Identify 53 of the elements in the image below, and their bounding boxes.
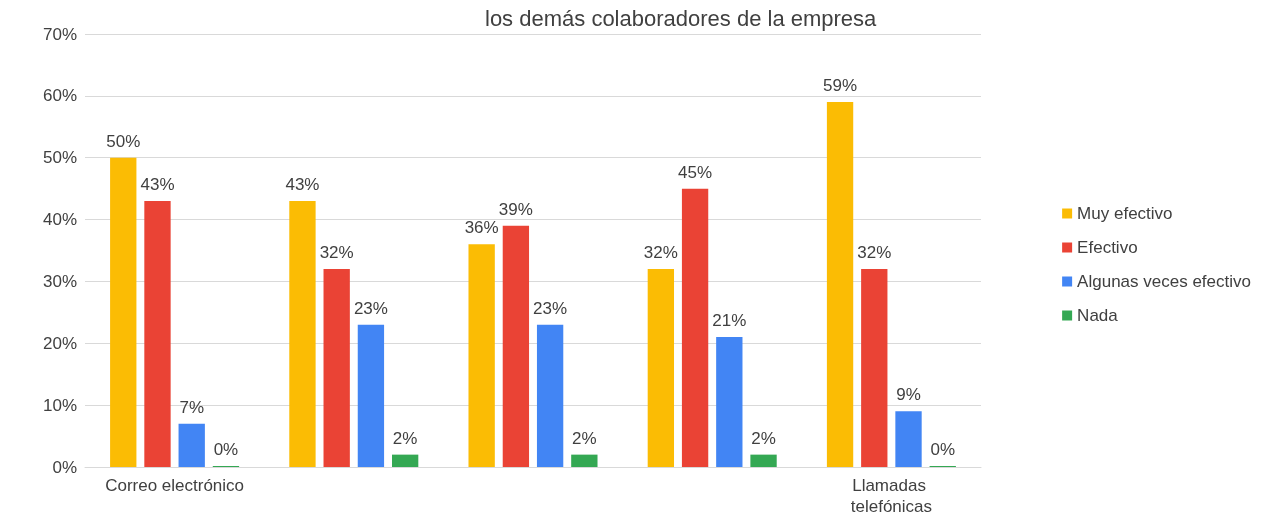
legend-label: Algunas veces efectivo [1077,272,1252,291]
chart-title: los demás colaboradores de la empresa [485,5,878,31]
data-label: 23% [533,298,568,318]
bar [826,102,854,467]
bar [571,454,598,467]
bar [861,269,888,467]
data-label: 43% [140,175,175,195]
data-label: 2% [572,428,597,448]
bar [681,188,709,467]
x-tick-label: Correo electrónico [105,476,245,495]
data-label: 23% [353,298,388,318]
bar [110,157,137,467]
data-label: 59% [823,76,858,96]
data-label: 0% [213,440,239,459]
bar [357,324,385,467]
data-label: 36% [464,218,499,238]
legend-label: Nada [1077,306,1119,325]
y-tick-label: 0% [52,457,77,477]
data-label: 45% [678,162,713,182]
data-label: 2% [392,428,418,448]
y-tick-label: 20% [42,333,77,353]
bar [536,324,564,467]
data-label: 7% [179,397,204,417]
bar [391,454,419,467]
data-label: 43% [285,175,320,195]
bar [178,423,205,467]
bar [895,411,922,467]
data-label: 32% [857,243,892,263]
data-label: 9% [896,385,921,405]
data-label: 39% [498,199,533,219]
y-tick-label: 10% [42,395,77,415]
bar [323,269,350,467]
data-label: 50% [106,131,141,151]
data-label: 32% [643,243,678,263]
bar [144,201,171,467]
legend-label: Efectivo [1077,238,1138,257]
x-tick-label: Llamadas telefónicas [850,476,933,516]
bar [716,337,743,467]
y-tick-label: 70% [42,24,77,44]
y-tick-label: 60% [42,86,77,106]
y-tick-label: 50% [42,148,77,168]
bar [647,269,675,467]
data-label: 2% [751,428,776,448]
legend-label: Muy efectivo [1077,204,1173,223]
bar [289,201,316,467]
y-tick-label: 40% [42,210,77,230]
data-label: 32% [319,243,354,263]
y-tick-label: 30% [42,271,77,291]
bar [468,244,495,467]
bar [750,454,777,467]
data-label: 0% [930,440,956,459]
data-label: 21% [712,311,747,331]
bar [502,225,530,467]
